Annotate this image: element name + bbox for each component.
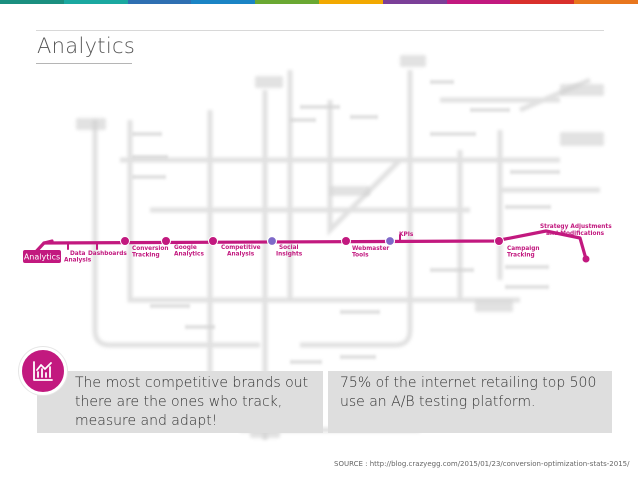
label-google-analytics: Google Analytics bbox=[174, 245, 204, 258]
label-data-analysis: Data Analysis bbox=[64, 251, 92, 264]
station-strategy-end[interactable] bbox=[582, 255, 590, 263]
label-kpis: KPIs bbox=[399, 232, 414, 238]
label-webmaster-tools: Webmaster Tools bbox=[352, 246, 389, 259]
label-competitive-analysis: Competitive Analysis bbox=[221, 245, 261, 258]
label-dashboards: Dashboards bbox=[88, 251, 127, 257]
label-social-insights: Social Insights bbox=[276, 245, 303, 258]
station-dots bbox=[120, 235, 590, 263]
background-map-boxes bbox=[76, 55, 604, 438]
station-social-insights[interactable] bbox=[266, 235, 278, 247]
label-strategy-adjustments: Strategy Adjustments and Modifications bbox=[540, 224, 612, 237]
source-citation: SOURCE : http://blog.crazyegg.com/2015/0… bbox=[334, 460, 630, 468]
stat-card-right: 75% of the internet retailing top 500 us… bbox=[328, 371, 612, 433]
top-bar-segment bbox=[0, 0, 64, 4]
station-campaign-tracking[interactable] bbox=[494, 236, 504, 246]
top-bar-segment bbox=[255, 0, 319, 4]
top-color-bar bbox=[0, 0, 638, 4]
top-bar-segment bbox=[127, 0, 192, 4]
top-bar-segment bbox=[382, 0, 447, 4]
analytics-start-label: Analytics bbox=[24, 253, 60, 262]
page-title: Analytics bbox=[37, 34, 136, 58]
analytics-line bbox=[30, 229, 588, 261]
title-underline bbox=[36, 63, 132, 64]
stat-card-right-text: 75% of the internet retailing top 500 us… bbox=[340, 375, 597, 410]
background-map-text bbox=[132, 80, 560, 414]
stat-card-left: The most competitive brands out there ar… bbox=[37, 371, 323, 433]
top-divider bbox=[36, 30, 604, 31]
station-competitive-analysis[interactable] bbox=[208, 236, 218, 246]
top-bar-segment bbox=[318, 0, 383, 4]
station-kpis[interactable] bbox=[384, 235, 396, 247]
bar-chart-trend-icon bbox=[19, 347, 67, 395]
top-bar-segment bbox=[446, 0, 511, 4]
label-campaign-tracking: Campaign Tracking bbox=[507, 246, 540, 259]
station-webmaster-tools[interactable] bbox=[341, 236, 351, 246]
top-bar-segment bbox=[510, 0, 575, 4]
analytics-start-label-bg bbox=[23, 250, 61, 263]
station-labels: Data Analysis Dashboards Conversion Tracki… bbox=[64, 224, 612, 264]
top-bar-segment bbox=[191, 0, 256, 4]
stat-card-left-text: The most competitive brands out there ar… bbox=[75, 375, 309, 429]
station-conversion-tracking[interactable] bbox=[120, 236, 130, 246]
label-conversion-tracking: Conversion Tracking bbox=[132, 246, 168, 259]
top-bar-segment bbox=[574, 0, 638, 4]
station-google-analytics[interactable] bbox=[161, 236, 171, 246]
line-ticks bbox=[67, 234, 401, 250]
top-bar-segment bbox=[63, 0, 128, 4]
